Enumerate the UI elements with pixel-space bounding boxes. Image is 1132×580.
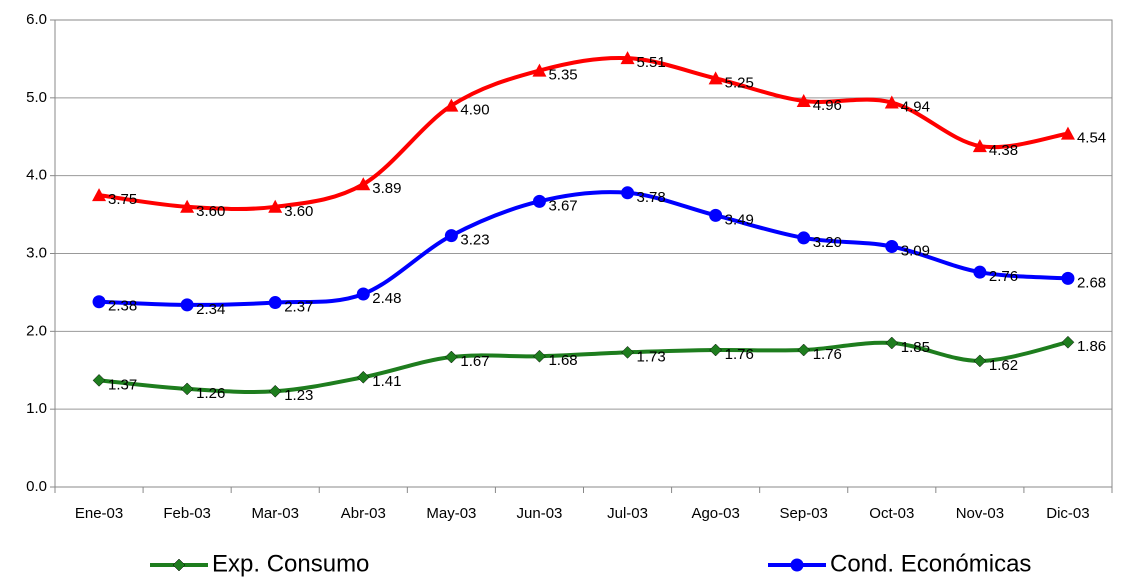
marker [973, 265, 987, 279]
data-label: 2.37 [284, 299, 313, 316]
marker [620, 51, 635, 65]
x-tick-label: Ene-03 [75, 505, 123, 522]
data-label: 1.41 [372, 373, 401, 390]
x-tick-label: Jun-03 [517, 505, 563, 522]
marker [180, 298, 194, 312]
data-label: 3.23 [460, 232, 489, 249]
marker [972, 139, 987, 153]
data-label: 2.34 [196, 301, 225, 318]
x-tick-label: Abr-03 [341, 505, 386, 522]
marker [533, 349, 546, 363]
marker [1061, 335, 1075, 349]
x-tick-label: Sep-03 [780, 505, 828, 522]
marker [532, 194, 546, 208]
marker [445, 350, 458, 364]
data-label: 1.73 [637, 348, 666, 365]
marker [356, 370, 370, 384]
marker [444, 229, 458, 243]
data-label: 3.60 [196, 203, 225, 220]
x-tick-label: Mar-03 [251, 505, 299, 522]
x-tick-label: Dic-03 [1046, 505, 1089, 522]
y-tick-label: 4.0 [26, 167, 47, 184]
y-tick-label: 2.0 [26, 322, 47, 339]
marker [885, 239, 899, 253]
data-label: 1.23 [284, 387, 313, 404]
marker [973, 354, 987, 368]
data-label: 4.96 [813, 97, 842, 114]
data-label: 4.54 [1077, 130, 1106, 147]
data-label: 1.76 [725, 346, 754, 363]
y-tick-label: 1.0 [26, 400, 47, 417]
x-tick-label: Oct-03 [869, 505, 914, 522]
marker [708, 71, 723, 85]
data-label: 2.48 [372, 290, 401, 307]
marker [1060, 126, 1075, 140]
marker [709, 343, 722, 357]
data-label: 2.38 [108, 298, 137, 315]
marker [797, 231, 811, 245]
data-label: 3.60 [284, 203, 313, 220]
x-tick-label: Ago-03 [691, 505, 739, 522]
marker [180, 382, 194, 396]
marker [356, 177, 371, 191]
marker [92, 374, 106, 387]
data-label: 3.09 [901, 242, 930, 259]
marker [621, 186, 635, 200]
marker [92, 295, 106, 309]
data-label: 4.90 [460, 102, 489, 119]
y-tick-label: 3.0 [26, 244, 47, 261]
data-label: 3.78 [637, 189, 666, 206]
series-line [98, 190, 1069, 307]
data-label: 2.76 [989, 268, 1018, 285]
data-label: 1.62 [989, 357, 1018, 374]
data-label: 1.76 [813, 346, 842, 363]
marker [797, 343, 811, 357]
marker [796, 93, 811, 107]
data-label: 3.49 [725, 211, 754, 228]
y-tick-label: 0.0 [26, 478, 47, 495]
marker [444, 98, 459, 112]
marker [180, 199, 195, 213]
marker [268, 296, 282, 310]
series-line [98, 55, 1069, 211]
marker [268, 199, 283, 213]
marker [92, 188, 107, 202]
marker [1061, 271, 1075, 285]
marker [621, 345, 634, 359]
data-label: 3.75 [108, 191, 137, 208]
data-label: 4.94 [901, 98, 930, 115]
y-tick-label: 6.0 [26, 11, 47, 28]
data-label: 1.67 [460, 353, 489, 370]
series-line [98, 340, 1069, 394]
marker [885, 336, 899, 350]
x-tick-label: Jul-03 [607, 505, 648, 522]
x-tick-label: May-03 [426, 505, 476, 522]
x-tick-label: Nov-03 [956, 505, 1004, 522]
marker [884, 95, 899, 109]
y-tick-label: 5.0 [26, 89, 47, 106]
marker [268, 384, 282, 398]
data-label: 5.51 [637, 54, 666, 71]
data-label: 1.26 [196, 385, 225, 402]
legend-label: Cond. Económicas [830, 550, 1031, 577]
data-label: 4.38 [989, 142, 1018, 159]
marker [709, 208, 723, 222]
data-label: 5.35 [548, 67, 577, 84]
data-label: 1.85 [901, 339, 930, 356]
data-label: 1.68 [548, 352, 577, 369]
marker [356, 287, 370, 301]
data-label: 1.37 [108, 376, 137, 393]
data-label: 1.86 [1077, 338, 1106, 355]
data-label: 2.68 [1077, 274, 1106, 291]
legend-marker [790, 558, 804, 572]
data-label: 5.25 [725, 74, 754, 91]
x-tick-label: Feb-03 [163, 505, 211, 522]
marker [532, 63, 547, 77]
data-label: 3.89 [372, 180, 401, 197]
data-label: 3.20 [813, 234, 842, 251]
data-label: 3.67 [548, 197, 577, 214]
legend-marker [172, 558, 186, 572]
legend-label: Exp. Consumo [212, 550, 369, 577]
